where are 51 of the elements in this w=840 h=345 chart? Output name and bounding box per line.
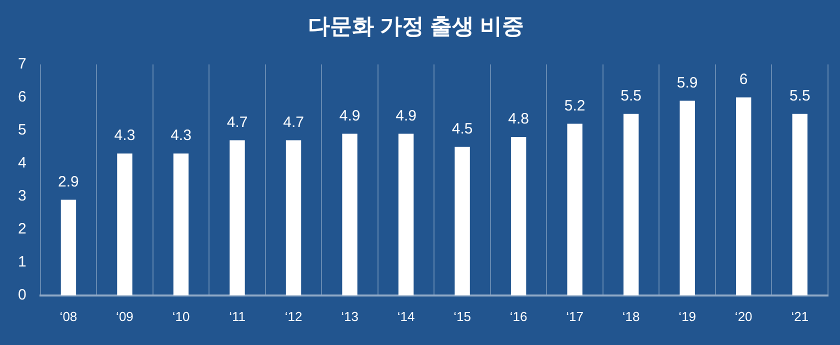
x-tick-label: ‘16 bbox=[510, 308, 528, 324]
y-tick-label: 7 bbox=[18, 56, 26, 73]
data-label: 5.5 bbox=[620, 88, 642, 105]
y-tick-label: 4 bbox=[18, 154, 26, 172]
x-tick-label: ‘21 bbox=[791, 308, 809, 324]
y-tick-label: 1 bbox=[18, 254, 26, 271]
x-tick-label: ‘15 bbox=[454, 308, 471, 324]
y-tick-label: 3 bbox=[18, 188, 26, 205]
data-label: 4.7 bbox=[226, 114, 248, 131]
data-label: 4.3 bbox=[170, 127, 192, 144]
data-label: 4.5 bbox=[452, 120, 473, 138]
data-label: 4.3 bbox=[114, 127, 136, 144]
x-tick-label: ‘10 bbox=[172, 308, 190, 324]
x-tick-label: ‘14 bbox=[397, 308, 415, 324]
bar bbox=[510, 137, 526, 296]
data-label: 4.7 bbox=[283, 114, 304, 131]
data-label: 4.8 bbox=[508, 110, 529, 128]
x-tick-label: ‘17 bbox=[566, 308, 584, 324]
bar bbox=[60, 200, 76, 296]
bar bbox=[117, 154, 132, 296]
data-label: 5.2 bbox=[564, 97, 586, 114]
data-label: 2.9 bbox=[58, 173, 79, 190]
x-tick-label: ‘13 bbox=[341, 308, 358, 324]
bar bbox=[792, 114, 808, 296]
data-label: 4.9 bbox=[396, 107, 416, 124]
x-tick-label: ‘11 bbox=[229, 308, 246, 324]
y-tick-label: 2 bbox=[18, 220, 26, 238]
x-tick-label: ‘19 bbox=[678, 308, 696, 324]
data-label: 5.9 bbox=[676, 74, 698, 92]
x-tick-label: ‘09 bbox=[116, 308, 134, 324]
bar bbox=[398, 134, 414, 296]
bar bbox=[342, 134, 358, 296]
x-tick-label: ‘12 bbox=[284, 308, 302, 324]
chart-title: 다문화 가정 출생 비중 bbox=[308, 13, 524, 38]
x-tick-label: ‘08 bbox=[60, 308, 78, 324]
x-tick-label: ‘20 bbox=[734, 308, 752, 324]
bar bbox=[680, 100, 695, 296]
y-tick-label: 6 bbox=[18, 88, 26, 106]
data-label: 5.5 bbox=[789, 88, 810, 105]
bar bbox=[230, 140, 245, 296]
y-tick-label: 5 bbox=[18, 122, 26, 139]
bar bbox=[454, 146, 470, 296]
data-label: 4.9 bbox=[339, 107, 360, 124]
x-tick-label: ‘18 bbox=[622, 308, 640, 324]
bar bbox=[567, 124, 582, 296]
bar bbox=[736, 97, 752, 296]
bar bbox=[623, 114, 639, 296]
bar bbox=[173, 154, 189, 296]
y-tick-label: 0 bbox=[18, 286, 26, 304]
bar bbox=[286, 140, 302, 296]
data-label: 6 bbox=[739, 71, 748, 88]
